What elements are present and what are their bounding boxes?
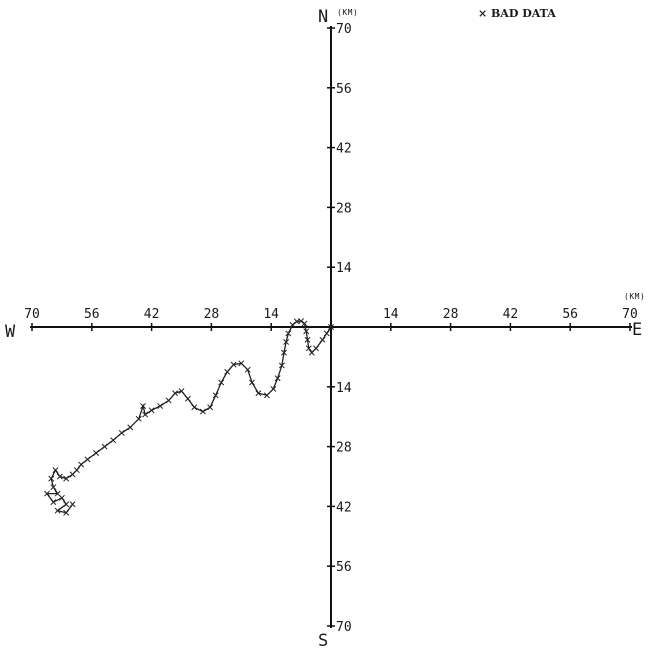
- bad-data-point: [84, 456, 91, 463]
- bad-data-point: [218, 379, 225, 386]
- north-label: N: [318, 7, 328, 27]
- bad-data-point: [50, 499, 57, 506]
- bad-data-point: [142, 411, 149, 418]
- bad-data-point: [69, 501, 76, 508]
- bad-data-point: [63, 501, 70, 508]
- bad-data-point: [135, 415, 142, 422]
- x-tick-label: 70: [622, 307, 638, 322]
- bad-data-point: [118, 429, 125, 436]
- y-tick-label: 14: [336, 261, 352, 276]
- bad-data-point: [281, 349, 287, 356]
- east-label: E: [632, 320, 642, 340]
- bad-data-point: [212, 392, 219, 399]
- y-tick-label: 42: [336, 500, 352, 515]
- bad-data-point: [238, 360, 245, 367]
- bad-data-point: [305, 345, 312, 352]
- x-tick-label: 14: [263, 307, 279, 322]
- bad-data-point: [303, 328, 310, 335]
- south-label: S: [318, 631, 328, 651]
- x-unit-label: (KM): [624, 292, 645, 301]
- x-tick-label: 42: [503, 307, 519, 322]
- bad-data-point: [283, 338, 290, 345]
- x-tick-label: 28: [443, 307, 459, 322]
- bad-data-point: [278, 362, 285, 369]
- bad-data-point: [50, 484, 57, 491]
- bad-data-point: [301, 320, 308, 327]
- bad-data-point: [328, 324, 334, 330]
- x-tick-label: 28: [204, 307, 220, 322]
- y-tick-label: 70: [336, 22, 352, 37]
- bad-data-point: [270, 385, 277, 392]
- y-tick-label: 28: [336, 441, 352, 456]
- bad-data-point: [54, 507, 61, 514]
- y-tick-label: 42: [336, 142, 352, 157]
- bad-data-point: [224, 368, 231, 375]
- bad-data-point: [43, 490, 50, 497]
- y-unit-label: (KM): [337, 8, 358, 17]
- bad-data-point: [101, 443, 108, 450]
- x-tick-label: 70: [24, 307, 40, 322]
- legend-marker: ×: [478, 7, 487, 20]
- bad-data-point: [58, 494, 65, 501]
- bad-data-point: [165, 397, 172, 404]
- bad-data-point: [52, 467, 59, 474]
- bad-data-point: [304, 336, 311, 343]
- bad-data-point: [110, 437, 117, 444]
- y-tick-label: 70: [336, 620, 352, 635]
- bad-data-point: [63, 509, 70, 516]
- x-tick-label: 42: [144, 307, 160, 322]
- x-tick-label: 14: [383, 307, 399, 322]
- bad-data-point: [293, 318, 300, 325]
- x-tick-label: 56: [562, 307, 578, 322]
- axis-labels: N S E W (KM) (KM): [5, 7, 645, 651]
- x-tick-label: 56: [84, 307, 100, 322]
- bad-data-point: [157, 403, 164, 409]
- bad-data-point: [263, 392, 270, 399]
- bad-data-point: [178, 388, 185, 395]
- y-tick-label: 28: [336, 201, 352, 216]
- bad-data-point: [172, 390, 179, 397]
- bad-data-point: [323, 330, 330, 337]
- bad-data-point: [127, 424, 134, 431]
- bad-data-point: [319, 336, 326, 343]
- bad-data-point: [255, 390, 262, 397]
- legend-label: BAD DATA: [491, 7, 556, 20]
- west-label: W: [5, 322, 16, 342]
- axis-ticks: 70 56 42 28 14 14 28 42 56 70 70 56 42 28 14 14 28 42 56 70: [24, 22, 638, 635]
- bad-data-point: [93, 450, 100, 456]
- bad-data-point: [69, 471, 76, 478]
- bad-data-point: [230, 361, 237, 368]
- bad-data-point: [48, 475, 55, 482]
- bad-data-point: [249, 379, 255, 386]
- bad-data-point: [140, 403, 147, 409]
- legend: × BAD DATA: [478, 7, 556, 20]
- trajectory-series: [43, 318, 334, 516]
- bad-data-point: [191, 404, 198, 411]
- bad-data-point: [148, 407, 155, 414]
- trajectory-line: [45, 320, 332, 514]
- bad-data-point: [199, 408, 206, 415]
- bad-data-point: [78, 461, 85, 468]
- bad-data-point: [184, 395, 191, 402]
- bad-data-point: [285, 330, 292, 337]
- bad-data-point: [289, 321, 296, 328]
- bad-data-point: [244, 366, 251, 373]
- bad-data-point: [207, 404, 214, 411]
- y-tick-label: 14: [336, 381, 352, 396]
- bad-data-point: [308, 349, 315, 356]
- y-tick-label: 56: [336, 560, 352, 575]
- y-tick-label: 56: [336, 82, 352, 97]
- bad-data-point: [274, 375, 281, 382]
- bad-data-point: [56, 473, 63, 480]
- bad-data-point: [63, 475, 70, 482]
